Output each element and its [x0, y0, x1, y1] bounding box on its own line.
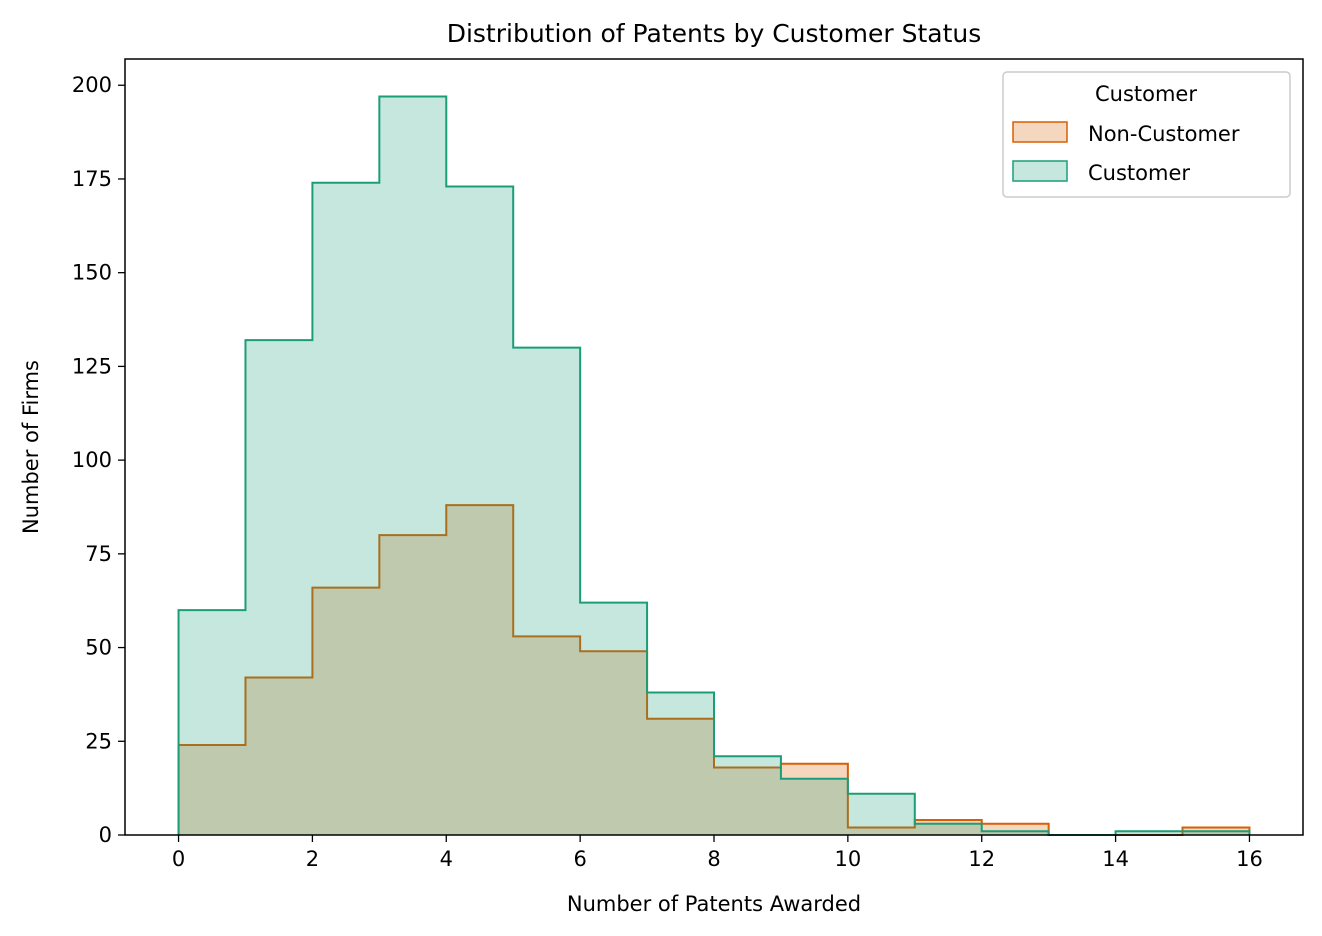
- histogram-series-layer: [177, 95, 1251, 836]
- bar-non-customer-4: [446, 505, 514, 835]
- x-tick-label: 16: [1236, 847, 1263, 871]
- bar-non-customer-2: [312, 587, 380, 835]
- bar-customer-1: [245, 340, 313, 835]
- bar-non-customer-8: [714, 767, 781, 835]
- bar-customer-14: [1115, 831, 1183, 835]
- bar-non-customer-1: [245, 677, 313, 835]
- legend-swatch-non-customer: [1012, 121, 1068, 143]
- bar-non-customer-3: [379, 535, 447, 835]
- bar-non-customer-5: [513, 636, 581, 835]
- x-axis: 0 2 4 6 8 10 12 14 16: [172, 835, 1263, 871]
- legend-label-non-customer: Non-Customer: [1088, 122, 1240, 146]
- legend-swatch-customer: [1012, 160, 1068, 182]
- x-axis-title: Number of Patents Awarded: [567, 892, 861, 916]
- bar-customer-7: [647, 692, 714, 835]
- x-tick-label: 12: [968, 847, 995, 871]
- x-tick-label: 6: [573, 847, 586, 871]
- step-line-customer: [177, 95, 1251, 836]
- legend-frame: [1002, 71, 1291, 198]
- bar-customer-3: [379, 96, 447, 836]
- y-tick-label: 50: [85, 636, 112, 660]
- y-tick-label: 0: [99, 823, 112, 847]
- bar-non-customer-10: [847, 827, 915, 835]
- x-tick-label: 10: [834, 847, 861, 871]
- bar-customer-9: [780, 778, 848, 835]
- x-tick-label: 14: [1102, 847, 1129, 871]
- legend-title: Customer: [1095, 82, 1197, 106]
- y-tick-label: 125: [72, 354, 112, 378]
- series-non-customer: [177, 504, 1251, 836]
- y-axis-title: Number of Firms: [19, 360, 43, 534]
- bar-non-customer-9: [780, 763, 848, 835]
- bar-customer-5: [513, 347, 581, 835]
- x-tick-label: 0: [172, 847, 185, 871]
- series-customer: [177, 95, 1251, 836]
- bar-customer-15: [1182, 831, 1250, 835]
- bar-customer-2: [312, 182, 380, 835]
- y-tick-label: 200: [72, 73, 112, 97]
- y-tick-label: 25: [85, 729, 112, 753]
- y-axis: 0 25 50 75 100 125 150 175 200: [72, 73, 125, 847]
- bar-customer-8: [714, 756, 781, 835]
- y-tick-label: 150: [72, 261, 112, 285]
- bar-customer-12: [981, 831, 1049, 835]
- bar-non-customer-12: [981, 823, 1049, 835]
- x-tick-label: 8: [707, 847, 720, 871]
- y-tick-label: 75: [85, 542, 112, 566]
- bar-customer-0: [178, 610, 246, 835]
- bar-customer-10: [847, 793, 915, 835]
- bar-non-customer-0: [178, 745, 246, 835]
- bar-customer-4: [446, 186, 514, 836]
- legend-label-customer: Customer: [1088, 161, 1190, 185]
- y-tick-label: 175: [72, 167, 112, 191]
- chart-title: Distribution of Patents by Customer Stat…: [447, 19, 982, 48]
- x-tick-label: 2: [306, 847, 319, 871]
- y-tick-label: 100: [72, 448, 112, 472]
- x-tick-label: 4: [440, 847, 453, 871]
- bar-customer-11: [914, 823, 982, 835]
- legend: Customer Non-Customer Customer: [1002, 71, 1291, 198]
- bar-customer-6: [580, 602, 648, 835]
- bar-non-customer-6: [580, 651, 648, 835]
- bar-non-customer-7: [647, 718, 714, 835]
